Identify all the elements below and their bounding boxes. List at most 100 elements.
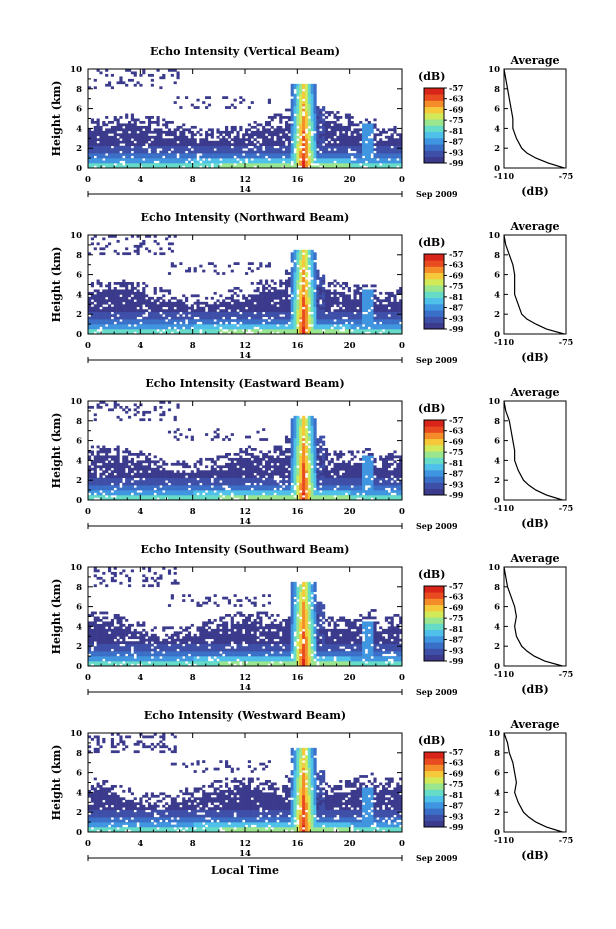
heatmap-cell — [330, 155, 334, 159]
heatmap-cell — [216, 153, 220, 156]
profile-y-tick-label: 4 — [494, 124, 500, 134]
heatmap-cell — [219, 475, 223, 479]
heatmap-cell — [207, 329, 212, 332]
heatmap-cell — [302, 296, 306, 300]
heatmap-cell — [122, 296, 126, 300]
heatmap-cell — [362, 326, 366, 330]
heatmap-cell — [319, 329, 323, 332]
heatmap-cell — [182, 304, 186, 308]
heatmap-cell — [153, 158, 157, 161]
heatmap-cell — [264, 291, 269, 295]
heatmap-cell — [396, 316, 400, 320]
heatmap-cell — [367, 120, 371, 124]
heatmap-cell — [307, 111, 311, 114]
heatmap-cell — [393, 128, 397, 132]
heatmap-cell — [222, 309, 226, 313]
heatmap-cell — [196, 470, 200, 474]
heatmap-cell — [304, 301, 309, 305]
heatmap-cell — [162, 143, 166, 147]
heatmap-cell — [147, 497, 152, 501]
heatmap-cell — [142, 460, 146, 464]
heatmap-cell — [176, 321, 180, 325]
heatmap-cell — [273, 301, 277, 305]
heatmap-cell — [99, 125, 103, 129]
heatmap-cell — [282, 282, 286, 285]
heatmap-cell — [393, 294, 397, 298]
heatmap-cell — [319, 324, 323, 327]
heatmap-cell — [153, 299, 157, 303]
heatmap-cell — [233, 98, 237, 102]
heatmap-cell — [233, 262, 237, 265]
heatmap-cell — [330, 160, 334, 164]
colorbar-tick-label: -93 — [449, 313, 464, 323]
profile-y-tick-label: 2 — [494, 144, 500, 154]
heatmap-cell — [116, 485, 120, 488]
heatmap-cell — [116, 467, 120, 471]
heatmap-cell — [230, 294, 234, 298]
heatmap-cell — [259, 497, 263, 501]
heatmap-cell — [322, 133, 326, 137]
heatmap-cell — [190, 490, 194, 493]
heatmap-cell — [396, 324, 400, 327]
heatmap-cell — [110, 155, 114, 159]
heatmap-cell — [179, 331, 183, 335]
heatmap-cell — [296, 143, 300, 147]
heatmap-cell — [396, 314, 400, 317]
heatmap-cell — [376, 145, 380, 149]
heatmap-cell — [256, 465, 260, 469]
heatmap-cell — [136, 153, 140, 156]
heatmap-cell — [242, 160, 246, 164]
heatmap-cell — [393, 299, 397, 303]
heatmap-cell — [376, 163, 380, 166]
heatmap-cell — [99, 457, 103, 461]
heatmap-cell — [147, 492, 152, 496]
heatmap-cell — [167, 324, 172, 327]
heatmap-cell — [304, 316, 309, 320]
heatmap-cell — [156, 153, 160, 156]
heatmap-cell — [222, 311, 226, 315]
heatmap-cell — [107, 284, 112, 288]
heatmap-cell — [125, 457, 129, 461]
heatmap-cell — [116, 316, 120, 320]
heatmap-cell — [127, 314, 132, 317]
heatmap-cell — [122, 306, 126, 310]
heatmap-cell — [239, 96, 243, 99]
heatmap-cell — [344, 133, 349, 137]
heatmap-cell — [350, 319, 354, 322]
heatmap-cell — [227, 475, 232, 479]
heatmap-cell — [107, 329, 112, 332]
heatmap-cell — [382, 140, 386, 144]
heatmap-cell — [90, 242, 94, 246]
heatmap-cell — [136, 467, 140, 471]
heatmap-cell — [167, 490, 172, 493]
heatmap-cell — [330, 143, 334, 147]
heatmap-cell — [107, 465, 112, 469]
heatmap-cell — [287, 153, 291, 156]
heatmap-cell — [382, 150, 386, 154]
heatmap-cell — [276, 125, 280, 129]
heatmap-cell — [259, 311, 263, 315]
heatmap-cell — [142, 155, 146, 159]
heatmap-cell — [176, 497, 180, 501]
heatmap-cell — [264, 160, 269, 164]
heatmap-cell — [293, 274, 297, 278]
heatmap-cell — [316, 123, 320, 127]
heatmap-cell — [233, 158, 237, 161]
heatmap-cell — [102, 294, 106, 298]
heatmap-cell — [182, 140, 186, 144]
heatmap-cell — [290, 259, 294, 263]
heatmap-cell — [162, 299, 166, 303]
heatmap-cell — [156, 324, 160, 327]
heatmap-cell — [299, 279, 303, 283]
heatmap-cell — [233, 477, 237, 481]
heatmap-cell — [307, 145, 311, 149]
heatmap-cell — [390, 155, 394, 159]
heatmap-cell — [199, 480, 203, 483]
heatmap-cell — [196, 301, 200, 305]
heatmap-cell — [210, 329, 214, 332]
heatmap-cell — [176, 158, 180, 161]
heatmap-cell — [90, 462, 94, 466]
heatmap-cell — [119, 497, 123, 501]
heatmap-cell — [276, 130, 280, 134]
heatmap-cell — [373, 311, 377, 315]
